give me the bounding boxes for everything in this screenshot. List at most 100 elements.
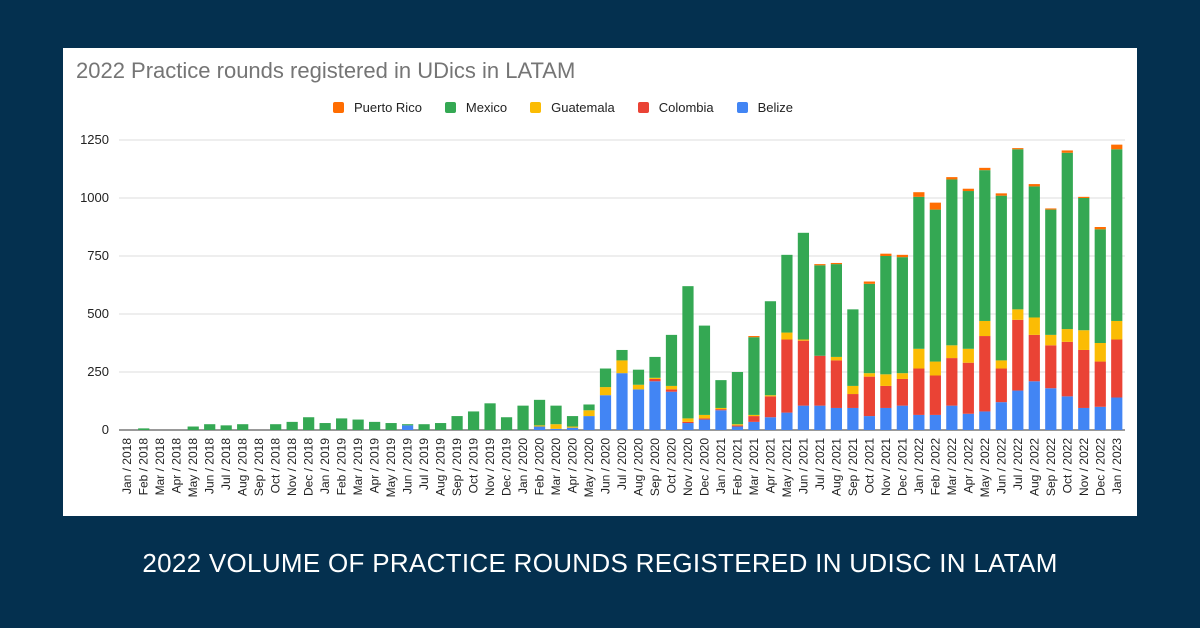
bar-mexico xyxy=(682,286,694,419)
bar-mexico xyxy=(896,257,908,374)
bar-belize xyxy=(946,405,958,430)
bar-mexico xyxy=(781,254,793,333)
bar-mexico xyxy=(698,325,711,415)
bar-mexico xyxy=(500,417,513,430)
bar-mexico xyxy=(138,428,150,430)
x-tick-label: Oct / 2021 xyxy=(862,438,876,494)
bar-mexico xyxy=(715,380,727,408)
x-tick-label: Jun / 2020 xyxy=(599,438,613,494)
x-tick-label: Mar / 2020 xyxy=(549,438,563,496)
bar-mexico xyxy=(1061,152,1073,330)
bar-colombia xyxy=(929,375,941,415)
bar-mexico xyxy=(616,349,628,361)
legend-swatch xyxy=(637,101,649,113)
bar-guatemala xyxy=(1094,343,1106,362)
x-tick-label: Jan / 2021 xyxy=(714,438,728,494)
bar-puerto-rico xyxy=(1028,184,1040,187)
bar-guatemala xyxy=(863,373,875,377)
bar-belize xyxy=(962,413,974,430)
bar-puerto-rico xyxy=(830,262,843,265)
x-tick-label: May / 2021 xyxy=(780,438,794,498)
legend-swatch xyxy=(530,101,542,113)
bar-mexico xyxy=(649,356,661,378)
x-tick-label: Feb / 2018 xyxy=(137,438,151,496)
legend-item[interactable]: Belize xyxy=(736,100,793,115)
x-tick-label: Jan / 2022 xyxy=(912,438,926,494)
bar-belize xyxy=(913,414,925,430)
x-tick-label: Dec / 2022 xyxy=(1093,438,1107,496)
x-tick-label: Nov / 2022 xyxy=(1077,438,1091,496)
bar-colombia xyxy=(1045,345,1057,389)
legend-item[interactable]: Colombia xyxy=(637,99,714,115)
bar-mexico xyxy=(1045,209,1057,335)
legend-label: Colombia xyxy=(658,99,714,115)
bar-colombia xyxy=(1094,361,1106,407)
bar-guatemala xyxy=(880,374,892,386)
bar-colombia xyxy=(1061,341,1073,397)
bar-mexico xyxy=(748,337,760,415)
x-tick-label: Feb / 2019 xyxy=(335,438,349,496)
x-tick-label: Aug / 2018 xyxy=(236,438,250,496)
bar-mexico xyxy=(566,416,579,427)
bar-mexico xyxy=(929,209,941,362)
bar-mexico xyxy=(352,419,364,430)
y-tick-label: 1250 xyxy=(80,132,109,147)
x-tick-label: Apr / 2018 xyxy=(170,438,184,494)
bar-puerto-rico xyxy=(1078,196,1090,198)
x-tick-label: Mar / 2019 xyxy=(351,438,365,496)
bar-belize xyxy=(682,423,694,430)
x-axis-ticks: Jan / 2018 Feb / 2018 Mar / 2018 Apr / 2018… xyxy=(120,438,1124,498)
bar-colombia xyxy=(1028,334,1040,382)
bar-belize xyxy=(599,395,612,430)
bar-mexico xyxy=(533,399,546,426)
bar-colombia xyxy=(896,378,908,406)
bar-colombia xyxy=(797,340,810,406)
legend-item[interactable]: Guatemala xyxy=(530,100,615,115)
bar-guatemala xyxy=(1012,309,1024,320)
bar-colombia xyxy=(979,336,991,412)
x-tick-label: May / 2019 xyxy=(384,438,398,498)
bar-guatemala xyxy=(764,395,777,397)
x-tick-label: Feb / 2020 xyxy=(533,438,547,496)
x-tick-label: Aug / 2022 xyxy=(1027,438,1041,496)
bar-colombia xyxy=(731,425,744,427)
bar-mexico xyxy=(467,411,480,430)
bar-belize xyxy=(797,405,810,430)
x-tick-label: Aug / 2019 xyxy=(434,438,448,496)
y-tick-label: 0 xyxy=(102,422,109,437)
bar-belize xyxy=(896,405,908,430)
legend-item[interactable]: Mexico xyxy=(444,100,507,115)
legend-item[interactable]: Puerto Rico xyxy=(333,100,422,115)
bar-mexico xyxy=(814,265,826,356)
x-tick-label: Oct / 2019 xyxy=(467,438,481,494)
bar-mexico xyxy=(385,423,397,430)
chart-title: 2022 Practice rounds registered in UDics… xyxy=(76,58,576,83)
bar-colombia xyxy=(715,409,727,411)
x-tick-label: Apr / 2021 xyxy=(763,438,777,494)
x-tick-label: Jun / 2018 xyxy=(203,438,217,494)
bar-belize xyxy=(616,373,628,430)
x-tick-label: Oct / 2022 xyxy=(1060,438,1074,494)
bar-belize xyxy=(1078,407,1090,430)
bar-mexico xyxy=(847,309,859,386)
bar-mexico xyxy=(319,423,331,430)
x-tick-label: Jun / 2022 xyxy=(994,438,1008,494)
x-tick-label: Oct / 2020 xyxy=(664,438,678,494)
bar-colombia xyxy=(830,360,843,408)
bar-mexico xyxy=(946,179,958,346)
x-tick-label: Jul / 2021 xyxy=(813,438,827,490)
legend-label: Guatemala xyxy=(551,99,615,115)
bar-guatemala xyxy=(566,426,579,428)
bar-colombia xyxy=(880,385,892,408)
bar-mexico xyxy=(303,417,315,430)
y-tick-label: 1000 xyxy=(80,190,109,205)
bar-puerto-rico xyxy=(880,253,892,256)
bar-guatemala xyxy=(929,361,941,376)
bar-mexico xyxy=(995,195,1007,361)
bar-mexico xyxy=(863,283,875,374)
bar-belize xyxy=(665,391,678,430)
bars-group xyxy=(138,144,1123,430)
x-tick-label: Jan / 2023 xyxy=(1110,438,1124,494)
bar-guatemala xyxy=(913,348,925,369)
